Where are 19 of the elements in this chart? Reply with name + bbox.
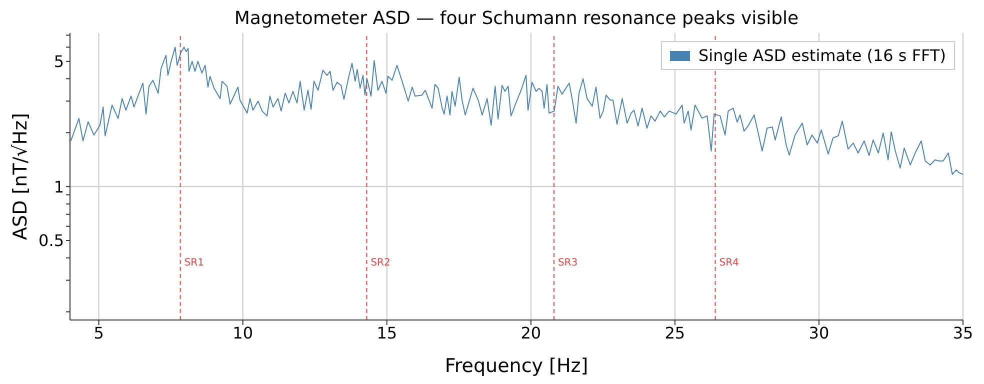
x-axis-title: Frequency [Hz] (444, 355, 588, 377)
y-tick-label: 0.5 (38, 231, 64, 250)
x-tick-label: 25 (664, 323, 686, 342)
ref-line-label: SR2 (370, 257, 390, 268)
x-tick-label: 5 (94, 323, 104, 342)
x-tick-label: 15 (376, 323, 398, 342)
ref-line-label: SR3 (558, 257, 578, 268)
x-tick-label: 30 (808, 323, 830, 342)
x-tick-label: 10 (232, 323, 254, 342)
chart-title: Magnetometer ASD — four Schumann resonance peaks visible (233, 8, 800, 29)
x-tick-label: 20 (520, 323, 542, 342)
y-tick-label: 1 (54, 177, 64, 196)
ref-line-label: SR4 (719, 257, 739, 268)
legend-label: Single ASD estimate (16 s FFT) (698, 46, 946, 65)
x-tick-label: 35 (952, 323, 974, 342)
ref-line-label: SR1 (184, 257, 204, 268)
y-tick-label: 5 (54, 52, 64, 72)
y-axis-title: ASD [nT/√Hz] (10, 113, 32, 240)
line-series (70, 46, 963, 175)
